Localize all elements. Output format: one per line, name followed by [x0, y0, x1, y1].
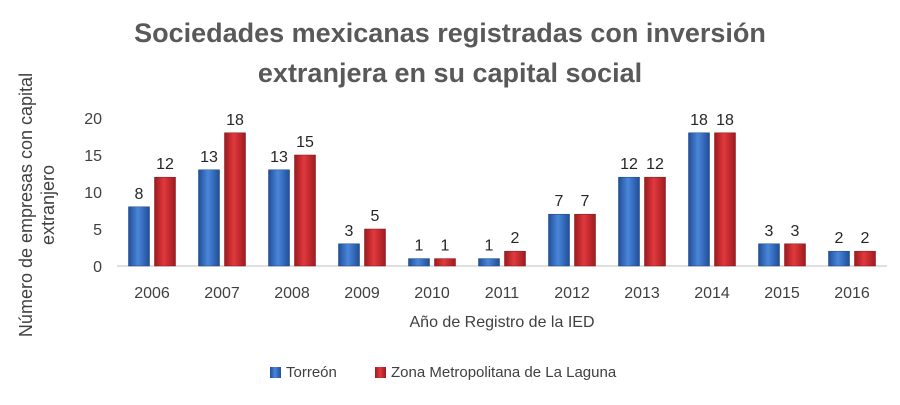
- bar-torreon-2006: [128, 206, 150, 267]
- bar-torreon-2015: [758, 243, 780, 267]
- bar-torreon-2013: [618, 176, 640, 267]
- bar-zona-metropolitana-de-la-laguna-2014: [714, 132, 736, 267]
- bar-zona-metropolitana-de-la-laguna-2006: [154, 176, 176, 267]
- x-tick-label-2007: 2007: [204, 285, 240, 302]
- bar-torreon-2009: [338, 243, 360, 267]
- y-axis-label-line-2: extranjero: [38, 165, 58, 245]
- bar-torreon-2012: [548, 213, 570, 267]
- data-label-torreon-2016: 2: [835, 230, 844, 247]
- data-label-zona-metropolitana-de-la-laguna-2009: 5: [371, 208, 380, 225]
- data-label-zona-metropolitana-de-la-laguna-2010: 1: [441, 238, 450, 255]
- x-tick-label-2011: 2011: [485, 285, 520, 302]
- data-label-torreon-2006: 8: [135, 186, 144, 203]
- data-label-zona-metropolitana-de-la-laguna-2007: 18: [226, 112, 244, 129]
- bar-zona-metropolitana-de-la-laguna-2008: [294, 154, 316, 267]
- bar-zona-metropolitana-de-la-laguna-2011: [504, 250, 526, 267]
- x-axis-label: Año de Registro de la IED: [410, 314, 595, 331]
- data-label-torreon-2007: 13: [200, 149, 218, 166]
- bar-torreon-2008: [268, 169, 290, 267]
- y-tick-label: 10: [84, 185, 102, 202]
- y-tick-label: 20: [84, 111, 102, 128]
- x-tick-label-2014: 2014: [694, 285, 730, 302]
- data-label-zona-metropolitana-de-la-laguna-2011: 2: [511, 230, 520, 247]
- data-label-zona-metropolitana-de-la-laguna-2008: 15: [296, 134, 314, 151]
- data-label-zona-metropolitana-de-la-laguna-2016: 2: [861, 230, 870, 247]
- x-axis-ticks: 2006 2007 2008 2009 2010 2011 2012 2013 2014 2015…: [134, 285, 870, 302]
- bars-group: [128, 132, 876, 267]
- y-axis-label-line-1: Número de empresas con capital: [16, 73, 36, 337]
- bar-zona-metropolitana-de-la-laguna-2015: [784, 243, 806, 267]
- x-tick-label-2006: 2006: [134, 285, 170, 302]
- data-label-torreon-2015: 3: [765, 223, 774, 240]
- data-label-torreon-2008: 13: [270, 149, 288, 166]
- legend-swatch-zona-metropolitana: [375, 367, 386, 378]
- x-tick-label-2015: 2015: [764, 285, 800, 302]
- data-label-torreon-2010: 1: [415, 238, 424, 255]
- data-label-torreon-2013: 12: [620, 156, 638, 173]
- bar-zona-metropolitana-de-la-laguna-2012: [574, 213, 596, 267]
- x-tick-label-2009: 2009: [344, 285, 380, 302]
- bar-zona-metropolitana-de-la-laguna-2009: [364, 228, 386, 267]
- data-label-torreon-2009: 3: [345, 223, 354, 240]
- data-label-zona-metropolitana-de-la-laguna-2014: 18: [716, 112, 734, 129]
- y-tick-label: 0: [93, 259, 102, 276]
- x-tick-label-2010: 2010: [414, 285, 450, 302]
- bar-zona-metropolitana-de-la-laguna-2010: [434, 258, 456, 267]
- y-axis-label: Número de empresas con capital extranjer…: [16, 73, 58, 337]
- legend-label-torreon: Torreón: [286, 364, 337, 381]
- bar-torreon-2007: [198, 169, 220, 267]
- y-axis-ticks: 0 5 10 15 20: [84, 111, 102, 276]
- bar-torreon-2014: [688, 132, 710, 267]
- legend-swatch-torreon: [270, 367, 281, 378]
- x-tick-label-2016: 2016: [834, 285, 870, 302]
- data-label-zona-metropolitana-de-la-laguna-2013: 12: [646, 156, 664, 173]
- data-label-torreon-2014: 18: [690, 112, 708, 129]
- data-label-torreon-2012: 7: [555, 193, 564, 210]
- bar-torreon-2010: [408, 258, 430, 267]
- data-label-zona-metropolitana-de-la-laguna-2015: 3: [791, 223, 800, 240]
- x-tick-label-2012: 2012: [554, 285, 590, 302]
- chart-title-line-2: extranjera en su capital social: [258, 58, 642, 88]
- data-label-zona-metropolitana-de-la-laguna-2006: 12: [156, 156, 174, 173]
- legend-label-zona-metropolitana: Zona Metropolitana de La Laguna: [391, 364, 617, 381]
- bar-zona-metropolitana-de-la-laguna-2016: [854, 250, 876, 267]
- x-tick-label-2008: 2008: [274, 285, 310, 302]
- bar-torreon-2011: [478, 258, 500, 267]
- chart-title-line-1: Sociedades mexicanas registradas con inv…: [134, 18, 766, 48]
- bar-zona-metropolitana-de-la-laguna-2007: [224, 132, 246, 267]
- bar-torreon-2016: [828, 250, 850, 267]
- y-tick-label: 5: [93, 222, 102, 239]
- x-tick-label-2013: 2013: [624, 285, 660, 302]
- y-tick-label: 15: [84, 148, 102, 165]
- data-label-torreon-2011: 1: [485, 238, 494, 255]
- data-label-zona-metropolitana-de-la-laguna-2012: 7: [581, 193, 590, 210]
- legend: Torreón Zona Metropolitana de La Laguna: [270, 364, 617, 381]
- bar-zona-metropolitana-de-la-laguna-2013: [644, 176, 666, 267]
